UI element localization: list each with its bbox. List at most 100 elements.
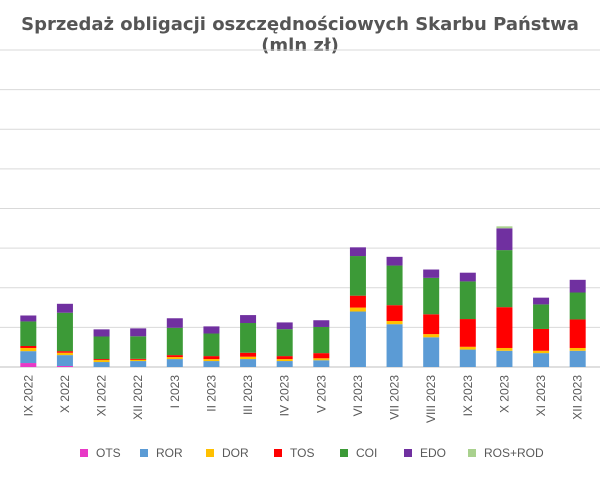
bar-dor xyxy=(130,359,147,362)
bar-tos xyxy=(93,359,110,361)
bar-tos xyxy=(203,356,220,360)
bar-ror xyxy=(569,350,586,367)
legend-swatch xyxy=(140,449,148,457)
bar-ror xyxy=(496,350,513,367)
bar-coi xyxy=(56,312,73,352)
x-tick-label: VI 2023 xyxy=(351,375,365,417)
legend-label: EDO xyxy=(420,446,446,460)
bar-coi xyxy=(569,292,586,320)
bar-coi xyxy=(349,256,366,296)
bar-tos xyxy=(276,356,293,360)
x-tick-label: XII 2022 xyxy=(131,375,145,420)
legend-swatch xyxy=(468,449,476,457)
legend-label: DOR xyxy=(222,446,249,460)
bar-ror xyxy=(533,353,550,367)
bar-ror xyxy=(20,351,37,364)
bar-coi xyxy=(240,323,257,353)
legend-label: TOS xyxy=(290,446,314,460)
bar-dor xyxy=(276,359,293,362)
x-tick-label: IX 2023 xyxy=(461,375,475,417)
x-tick-label: IV 2023 xyxy=(278,375,292,417)
bar-coi xyxy=(20,321,37,346)
bar-ros-rod xyxy=(496,226,513,229)
bar-coi xyxy=(130,336,147,359)
legend-label: ROR xyxy=(156,446,183,460)
x-tick-label: X 2022 xyxy=(58,375,72,413)
bar-coi xyxy=(459,281,476,320)
x-tick-label: VIII 2023 xyxy=(424,375,438,423)
bar-tos xyxy=(459,319,476,347)
bar-dor xyxy=(240,356,257,360)
bar-tos xyxy=(569,319,586,348)
bar-edo xyxy=(240,315,257,324)
bar-tos xyxy=(533,328,550,351)
bar-dor xyxy=(386,321,403,325)
x-tick-label: XI 2023 xyxy=(534,375,548,417)
bar-coi xyxy=(533,304,550,329)
legend-label: OTS xyxy=(96,446,121,460)
bar-edo xyxy=(130,328,147,337)
x-tick-label: VII 2023 xyxy=(388,375,402,420)
bar-dor xyxy=(349,307,366,312)
bar-dor xyxy=(533,350,550,354)
x-tick-label: V 2023 xyxy=(314,375,328,413)
legend-swatch xyxy=(404,449,412,457)
x-tick-label: I 2023 xyxy=(168,375,182,409)
bar-edo xyxy=(203,326,220,334)
bar-dor xyxy=(166,357,183,360)
bar-edo xyxy=(166,318,183,328)
bar-ror xyxy=(203,361,220,367)
bar-ror xyxy=(349,311,366,367)
bar-ror xyxy=(56,355,73,367)
legend-swatch xyxy=(206,449,214,457)
bar-edo xyxy=(569,279,586,293)
x-tick-label: X 2023 xyxy=(497,375,511,413)
bar-edo xyxy=(349,247,366,257)
bar-ots xyxy=(56,366,73,367)
legend-label: ROS+ROD xyxy=(484,446,544,460)
x-tick-label: XII 2023 xyxy=(571,375,585,420)
bar-dor xyxy=(423,334,440,338)
bar-coi xyxy=(93,336,110,360)
legend-swatch xyxy=(274,449,282,457)
bar-ror xyxy=(240,359,257,367)
bar-edo xyxy=(423,269,440,278)
bar-edo xyxy=(533,297,550,305)
bar-coi xyxy=(203,333,220,357)
bar-tos xyxy=(313,353,330,359)
bar-dor xyxy=(496,347,513,351)
x-tick-label: XI 2022 xyxy=(95,375,109,417)
bar-edo xyxy=(93,329,110,337)
chart-title: Sprzedaż obligacji oszczędnościowych Ska… xyxy=(21,14,579,56)
x-tick-label: III 2023 xyxy=(241,375,255,415)
bar-dor xyxy=(459,346,476,350)
bar-coi xyxy=(423,277,440,315)
bar-dor xyxy=(56,352,73,356)
bar-ots xyxy=(20,363,37,367)
bar-edo xyxy=(276,322,293,330)
bar-ror xyxy=(459,349,476,367)
bar-tos xyxy=(386,305,403,322)
bar-coi xyxy=(313,326,330,354)
bar-edo xyxy=(496,228,513,251)
bar-edo xyxy=(313,320,330,327)
bar-ror xyxy=(386,324,403,367)
bar-tos xyxy=(349,295,366,308)
x-tick-label: IX 2022 xyxy=(21,375,35,417)
bar-tos xyxy=(240,352,257,357)
bar-dor xyxy=(203,359,220,362)
legend-swatch xyxy=(80,449,88,457)
bar-coi xyxy=(276,329,293,357)
bar-coi xyxy=(166,327,183,356)
bar-tos xyxy=(496,307,513,348)
bar-coi xyxy=(496,250,513,308)
bar-tos xyxy=(20,345,37,348)
bar-coi xyxy=(386,265,403,306)
bar-edo xyxy=(459,272,476,282)
legend-swatch xyxy=(340,449,348,457)
bar-dor xyxy=(569,347,586,351)
legend-label: COI xyxy=(356,446,377,460)
bar-edo xyxy=(20,315,37,322)
